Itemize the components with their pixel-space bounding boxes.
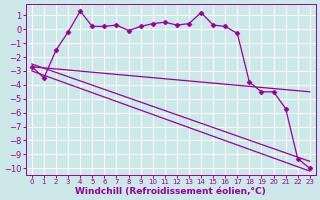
- X-axis label: Windchill (Refroidissement éolien,°C): Windchill (Refroidissement éolien,°C): [76, 187, 266, 196]
